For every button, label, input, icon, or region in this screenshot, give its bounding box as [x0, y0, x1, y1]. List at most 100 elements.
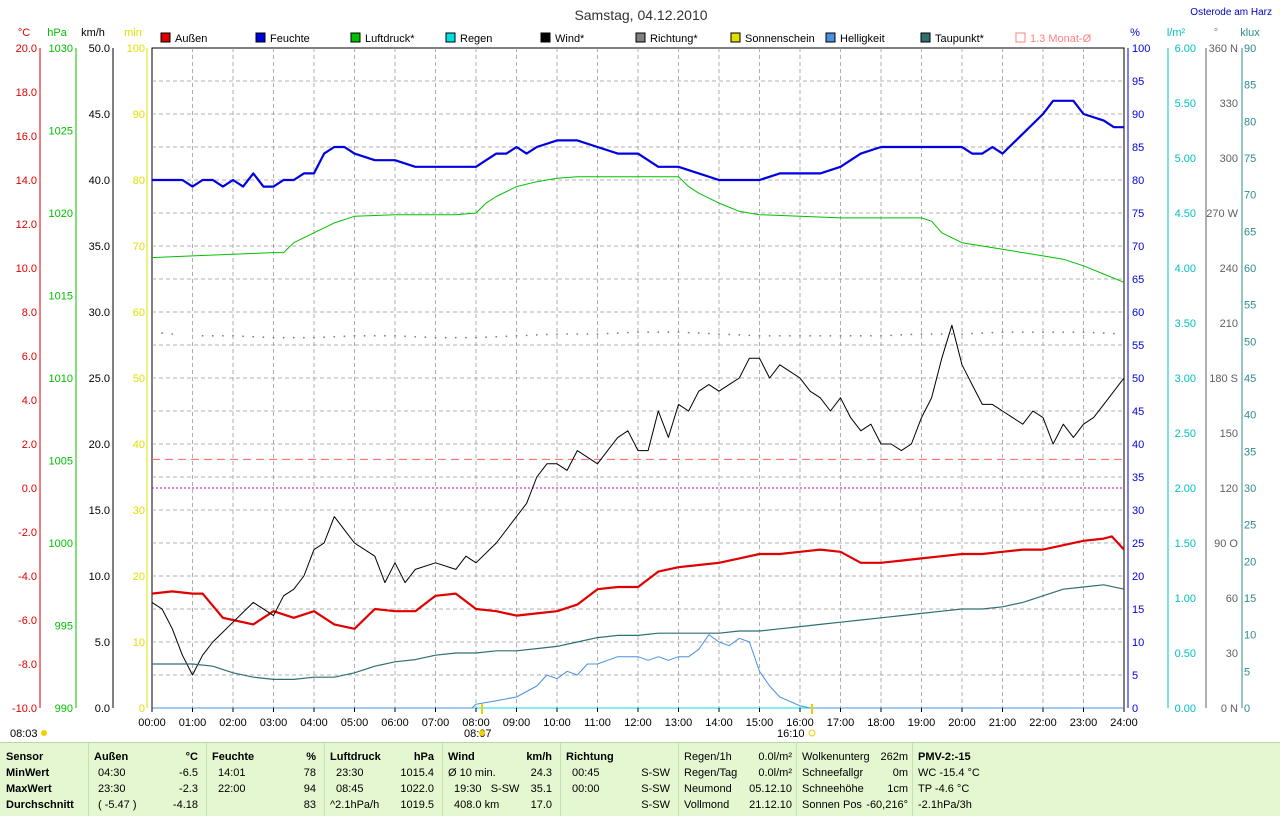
aussen-min-time: 04:30	[98, 767, 126, 779]
schneefall-label: Schneefallgr	[802, 767, 864, 779]
axis-tick-label-rain: 6.00	[1175, 43, 1196, 55]
direction-point	[586, 333, 589, 335]
legend-swatch	[825, 32, 836, 43]
axis-tick-label-temp: -2.0	[18, 527, 37, 539]
axis-tick-label-direction: 240	[1220, 263, 1238, 275]
direction-point	[353, 334, 356, 337]
legend-swatch	[350, 32, 361, 43]
luftdruck-title: Luftdruck	[330, 751, 381, 763]
direction-point	[282, 336, 285, 339]
left-sun-icon	[41, 730, 47, 736]
aussen-avg-value: -4.18	[172, 799, 198, 811]
legend-swatch	[445, 32, 456, 43]
axis-tick-label-rain: 1.50	[1175, 538, 1196, 550]
axis-tick-label-humidity: 55	[1132, 340, 1144, 352]
direction-point	[414, 335, 417, 338]
axis-tick-label-temp: 20.0	[16, 43, 37, 55]
direction-point	[657, 331, 660, 334]
axis-tick-label-direction: 150	[1220, 428, 1238, 440]
regen-1h-label: Regen/1h	[684, 751, 732, 763]
axis-tick-label-sun: 40	[133, 439, 145, 451]
x-tick-label: 00:00	[138, 717, 166, 729]
axis-tick-label-wind: 35.0	[89, 241, 110, 253]
richtung-avg-value: S-SW	[641, 799, 670, 811]
direction-point	[920, 333, 923, 335]
aussen-title: Außen	[94, 751, 129, 763]
aussen-avg-note: ( -5.47 )	[98, 799, 137, 811]
direction-point	[626, 331, 629, 334]
direction-point	[576, 333, 579, 335]
direction-point	[343, 335, 346, 338]
direction-point	[819, 334, 822, 337]
feuchte-unit: %	[306, 751, 316, 763]
richtung-max-time: 00:00	[572, 783, 600, 795]
taupunkt-value: TP -4.6 °C	[918, 783, 970, 795]
direction-point	[454, 336, 457, 339]
unit-label-light: klux	[1240, 27, 1260, 39]
axis-tick-label-rain: 5.00	[1175, 153, 1196, 165]
feuchte-min-time: 14:01	[218, 767, 246, 779]
direction-point	[788, 334, 791, 337]
unit-label-rain: l/m²	[1167, 27, 1186, 39]
axis-tick-label-light: 20	[1244, 556, 1256, 568]
axis-tick-label-light: 60	[1244, 263, 1256, 275]
direction-point	[1031, 331, 1034, 334]
direction-point	[849, 334, 852, 337]
feuchte-avg-value: 83	[303, 799, 316, 811]
regen-tag-label: Regen/Tag	[684, 767, 738, 779]
axis-tick-label-rain: 4.00	[1175, 263, 1196, 275]
axis-tick-label-humidity: 65	[1132, 274, 1144, 286]
axis-tick-label-direction: 330	[1220, 98, 1238, 110]
x-axis-ticks: 00:00 01:00 02:00 03:00 04:00 05:00 06:00 07:00…	[138, 708, 1138, 729]
direction-point	[302, 336, 305, 339]
axis-tick-label-light: 30	[1244, 483, 1256, 495]
direction-point	[242, 335, 245, 338]
x-tick-label: 01:00	[179, 717, 207, 729]
direction-point	[1042, 331, 1044, 334]
axis-tick-label-light: 85	[1244, 80, 1256, 92]
x-tick-label: 09:00	[503, 717, 531, 729]
legend-label: Sonnenschein	[745, 33, 815, 45]
direction-point	[707, 332, 710, 335]
direction-point	[373, 334, 376, 337]
axis-tick-label-sun: 100	[127, 43, 145, 55]
direction-point	[718, 333, 720, 335]
stats-row-labels: Sensor MinWert MaxWert Durchschnitt	[6, 743, 86, 816]
direction-point	[910, 333, 913, 336]
direction-point	[809, 334, 812, 337]
stats-regen: Regen/1h 0.0l/m² Regen/Tag 0.0l/m² Neumo…	[684, 743, 792, 816]
axis-tick-label-pressure: 990	[55, 703, 73, 715]
feuchte-max-value: 94	[303, 783, 316, 795]
direction-point	[606, 332, 609, 335]
wind-avg10-label: Ø 10 min.	[448, 767, 496, 779]
direction-point	[677, 331, 680, 334]
axis-unit-labels: °C hPa km/h min% l/m² ° klux	[18, 27, 1260, 39]
axis-tick-label-rain: 0.50	[1175, 648, 1196, 660]
axis-tick-label-pressure: 1020	[49, 208, 73, 220]
direction-point	[485, 336, 488, 339]
direction-point	[900, 334, 903, 336]
axis-tick-label-pressure: 1000	[49, 538, 73, 550]
luftdruck-min-time: 23:30	[336, 767, 364, 779]
sonnenpos-value: -60,216°	[866, 799, 908, 811]
axis-tick-label-sun: 10	[133, 637, 145, 649]
regen-tag-value: 0.0l/m²	[758, 767, 792, 779]
unit-label-pressure: hPa	[47, 27, 67, 39]
direction-point	[252, 335, 255, 338]
direction-point	[333, 335, 336, 338]
feuchte-min-value: 78	[303, 767, 316, 779]
direction-point	[940, 333, 943, 335]
sunrise-icon	[479, 730, 485, 736]
axis-tick-label-direction: 30	[1226, 648, 1238, 660]
direction-point	[323, 336, 326, 339]
feuchte-max-time: 22:00	[218, 783, 246, 795]
axis-tick-label-wind: 25.0	[89, 373, 110, 385]
axis-tick-label-direction: 60	[1226, 593, 1238, 605]
direction-point	[464, 336, 467, 339]
x-tick-label: 10:00	[543, 717, 571, 729]
direction-point	[778, 334, 781, 337]
series-line-4	[151, 324, 1125, 676]
wolken-value: 262m	[880, 751, 908, 763]
legend-swatch	[730, 32, 741, 43]
axis-tick-label-temp: -8.0	[18, 659, 37, 671]
